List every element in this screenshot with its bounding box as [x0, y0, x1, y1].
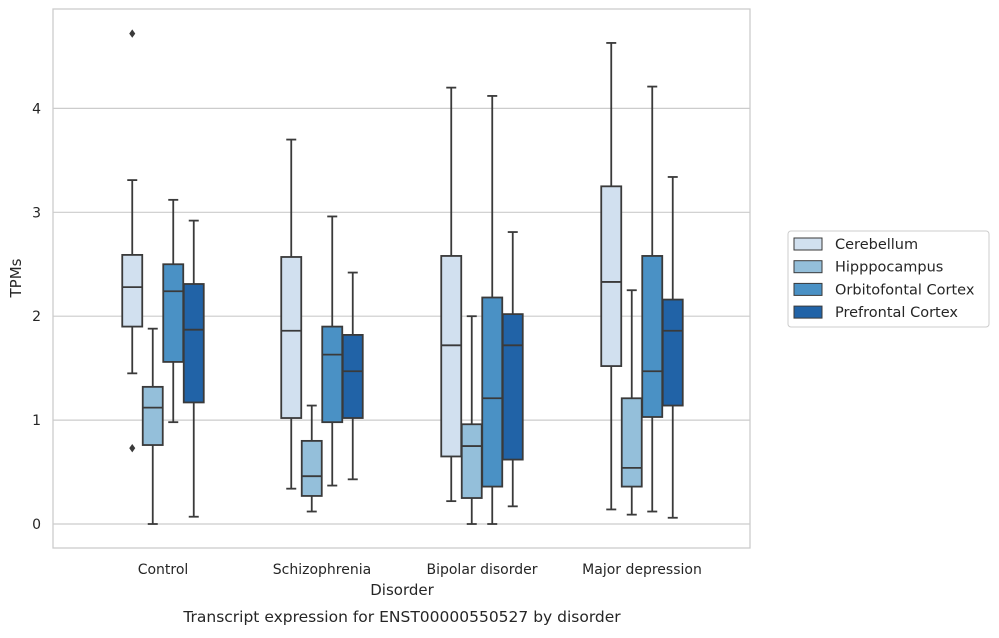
box-iqr — [121, 253, 144, 328]
box-cerebellum-bipolar-disorder — [440, 86, 463, 503]
y-tick-label: 3 — [32, 205, 41, 221]
y-axis-ticks: 0 1 2 3 4 — [32, 101, 41, 533]
box-cerebellum-schizophrenia — [280, 138, 303, 490]
box-iqr — [641, 255, 664, 418]
legend-swatch — [793, 305, 823, 319]
legend-item: Prefrontal Cortex — [793, 305, 958, 321]
box-iqr — [661, 298, 684, 407]
box-iqr — [501, 313, 524, 461]
legend-swatch — [793, 260, 823, 274]
box-hipppocampus-control — [141, 327, 164, 525]
x-tick-label: Bipolar disorder — [426, 562, 537, 578]
legend: Cerebellum Hipppocampus Orbitofontal Corte… — [787, 230, 990, 328]
box-iqr — [300, 439, 323, 497]
y-tick-label: 4 — [32, 101, 41, 117]
y-axis-label: TPMs — [7, 258, 25, 298]
box-series — [121, 29, 684, 525]
box-iqr — [280, 256, 303, 419]
box-orbitofontal-cortex-control — [162, 198, 185, 424]
x-tick-label: Control — [138, 562, 189, 578]
x-tick-label: Major depression — [582, 562, 702, 578]
box-iqr — [182, 283, 205, 404]
box-iqr — [341, 334, 364, 419]
box-iqr — [460, 423, 483, 499]
box-prefrontal-cortex-major-depression — [661, 176, 684, 519]
legend-label: Orbitofontal Cortex — [835, 282, 975, 298]
box-iqr — [481, 296, 504, 488]
box-iqr — [620, 397, 643, 488]
legend-label: Hipppocampus — [835, 260, 943, 276]
box-hipppocampus-schizophrenia — [300, 404, 323, 513]
box-iqr — [600, 185, 623, 367]
legend-swatch — [793, 237, 823, 251]
outlier-point — [129, 29, 136, 38]
box-iqr — [440, 255, 463, 458]
legend-frame — [787, 230, 990, 328]
y-tick-label: 2 — [32, 309, 41, 325]
legend-item: Cerebellum — [793, 237, 918, 253]
box-prefrontal-cortex-schizophrenia — [341, 271, 364, 481]
box-orbitofontal-cortex-major-depression — [641, 85, 664, 513]
x-tick-label: Schizophrenia — [273, 562, 371, 578]
box-iqr — [321, 325, 344, 424]
legend-swatch — [793, 282, 823, 296]
box-prefrontal-cortex-bipolar-disorder — [501, 231, 524, 508]
x-axis-label: Disorder — [370, 581, 434, 599]
chart-caption: Transcript expression for ENST0000055052… — [182, 608, 621, 626]
y-tick-label: 1 — [32, 413, 41, 429]
box-iqr — [141, 385, 164, 446]
box-hipppocampus-major-depression — [620, 289, 643, 516]
box-cerebellum-major-depression — [600, 42, 623, 511]
box-prefrontal-cortex-control — [182, 219, 205, 518]
legend-label: Cerebellum — [835, 237, 918, 253]
legend-item: Hipppocampus — [793, 260, 943, 276]
x-axis-ticks: Control Schizophrenia Bipolar disorder Majo… — [138, 562, 702, 578]
outlier-point — [129, 443, 136, 453]
y-tick-label: 0 — [32, 517, 41, 533]
legend-item: Orbitofontal Cortex — [793, 282, 975, 298]
box-cerebellum-control — [121, 29, 144, 453]
legend-label: Prefrontal Cortex — [835, 305, 958, 321]
box-orbitofontal-cortex-bipolar-disorder — [481, 95, 504, 525]
box-iqr — [162, 263, 185, 363]
